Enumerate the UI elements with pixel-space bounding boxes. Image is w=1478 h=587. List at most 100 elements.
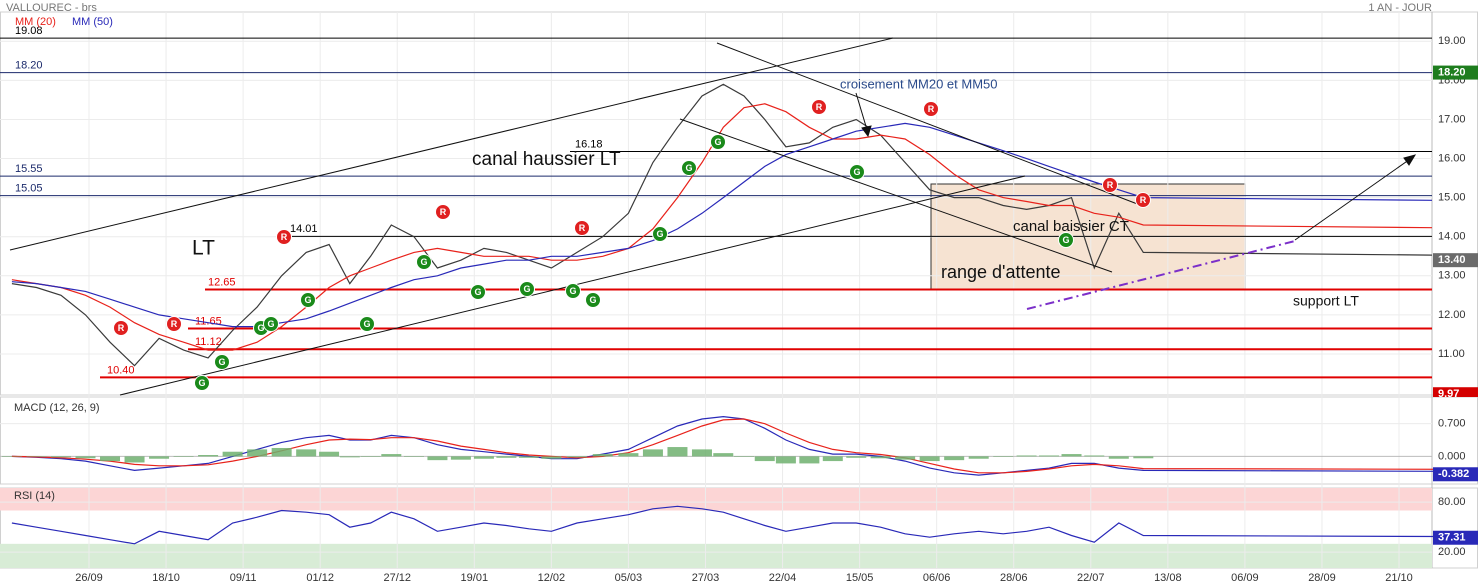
signal xyxy=(359,316,375,332)
x-tick-label: 28/06 xyxy=(1000,572,1028,584)
signal-label: G xyxy=(257,323,264,333)
series-line xyxy=(11,103,1432,351)
panel-title: RSI (14) xyxy=(14,490,55,502)
signal-label: R xyxy=(928,104,935,114)
signal xyxy=(276,229,292,245)
annotation: canal baissier CT xyxy=(1013,218,1129,235)
signal-label: R xyxy=(440,207,447,217)
y-tick-label: 19.00 xyxy=(1438,35,1466,47)
histogram-bar xyxy=(403,456,424,457)
histogram-bar xyxy=(754,456,775,462)
signal xyxy=(681,160,697,176)
level-label: 15.05 xyxy=(15,183,43,195)
support-line xyxy=(1026,240,1296,310)
histogram-bar xyxy=(691,449,712,457)
y-tick-label: 0.000 xyxy=(1438,450,1466,462)
histogram-bar xyxy=(895,456,916,460)
histogram-bar xyxy=(567,456,588,458)
y-tick-label: 12.00 xyxy=(1438,309,1466,321)
indicator-layer xyxy=(1,415,1478,545)
histogram-bar xyxy=(642,449,663,457)
price-layer: 19.08 18.20 16.18 15.55 15.05 14.01 12.65 11.65… xyxy=(0,25,1432,379)
level-label: 15.55 xyxy=(15,163,43,175)
level-label: 18.20 xyxy=(15,59,43,71)
histogram-bar xyxy=(541,456,562,459)
signal-label: G xyxy=(714,137,721,147)
annotation: canal haussier LT xyxy=(472,149,621,170)
histogram-bar xyxy=(968,456,989,459)
y-tick-label: 17.00 xyxy=(1438,113,1466,125)
x-tick-label: 26/09 xyxy=(75,572,103,584)
level-label: 11.12 xyxy=(195,336,222,348)
signal-label: R xyxy=(816,102,823,112)
histogram-bar xyxy=(100,456,121,462)
histogram-bar xyxy=(592,454,613,457)
histogram-bar xyxy=(1133,456,1154,459)
signal-label: G xyxy=(267,319,274,329)
x-tick-label: 27/03 xyxy=(692,572,720,584)
chart-title: VALLOUREC - brs xyxy=(6,2,97,14)
annotations: canal haussier LT LT croisement MM20 et … xyxy=(6,2,1432,502)
histogram-bar xyxy=(381,454,402,457)
signal-label: G xyxy=(218,357,225,367)
y-tick-label: 13.00 xyxy=(1438,270,1466,282)
histogram-bar xyxy=(846,456,867,458)
histogram-bar xyxy=(1,456,22,457)
histogram-bar xyxy=(473,456,494,459)
histogram-bar xyxy=(870,456,891,459)
price-tag xyxy=(1433,253,1478,268)
x-tick-label: 27/12 xyxy=(383,572,411,584)
histogram-bar xyxy=(427,456,448,461)
oversold-band xyxy=(0,543,1432,568)
price-tag xyxy=(1433,65,1478,80)
signal xyxy=(519,281,535,297)
signal xyxy=(214,354,230,370)
y-tick-label: 15.00 xyxy=(1438,192,1466,204)
x-tick-label: 05/03 xyxy=(615,572,643,584)
arrow-head xyxy=(861,125,872,138)
x-tick-label: 21/10 xyxy=(1385,572,1413,584)
signal-label: R xyxy=(1140,195,1147,205)
x-tick-label: 22/04 xyxy=(769,572,797,584)
price-tag xyxy=(1433,387,1478,397)
signal xyxy=(1102,177,1118,193)
y-tick-label: 16.00 xyxy=(1438,152,1466,164)
signal xyxy=(263,316,279,332)
signal xyxy=(166,316,182,332)
x-tick-label: 22/07 xyxy=(1077,572,1105,584)
signal xyxy=(1135,192,1151,208)
y-tick-label: 14.00 xyxy=(1438,231,1466,243)
signal xyxy=(585,292,601,308)
histogram-bar xyxy=(50,456,71,458)
price-tag-label: 9.97 xyxy=(1438,388,1459,400)
x-tick-label: 12/02 xyxy=(538,572,566,584)
legend-entry: MM (50) xyxy=(72,16,113,28)
signal-label: G xyxy=(363,319,370,329)
histogram-bar xyxy=(618,453,639,457)
histogram-bar xyxy=(319,451,340,457)
signal-label: G xyxy=(1062,235,1069,245)
value-tag-label: 37.31 xyxy=(1438,532,1466,544)
histogram-bar xyxy=(124,456,145,463)
signal-label: G xyxy=(656,229,663,239)
annotation: LT xyxy=(192,237,215,260)
price-tag-label: 13.40 xyxy=(1438,254,1466,266)
value-tag xyxy=(1433,530,1478,545)
signal-label: G xyxy=(304,295,311,305)
annotation: support LT xyxy=(1293,293,1359,309)
histogram-bar xyxy=(993,456,1014,457)
level-label: 19.08 xyxy=(15,25,43,37)
histogram-bar xyxy=(496,456,517,458)
x-tick-label: 19/01 xyxy=(461,572,489,584)
signal xyxy=(923,101,939,117)
signal xyxy=(652,226,668,242)
series-line xyxy=(11,505,1478,545)
signal xyxy=(811,99,827,115)
signal xyxy=(574,220,590,236)
price-tags: 18.20 13.40 9.97 xyxy=(1433,65,1478,400)
histogram-bar xyxy=(149,456,170,459)
signal xyxy=(1058,232,1074,248)
histogram-bar xyxy=(734,456,755,457)
channel-line xyxy=(9,37,894,251)
